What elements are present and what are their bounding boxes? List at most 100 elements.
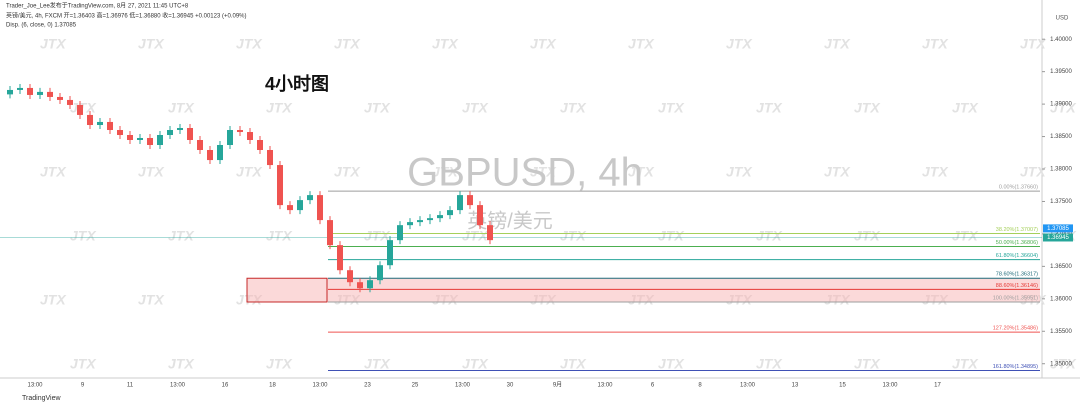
candle-body — [237, 130, 243, 133]
logo-watermark: JTX — [628, 36, 655, 52]
candle-body — [97, 121, 103, 126]
candle-body — [17, 87, 23, 90]
symbol-watermark: GBPUSD, 4h — [407, 151, 643, 195]
logo-watermark: JTX — [334, 164, 361, 180]
y-tick-label: 1.39000 — [1050, 102, 1072, 108]
fib-label: 61.80%(1.36604) — [996, 253, 1038, 259]
logo-watermark: JTX — [40, 164, 67, 180]
y-tick-label: 1.38000 — [1050, 167, 1072, 173]
logo-watermark: JTX — [364, 356, 391, 372]
chart-title: 4小时图 — [265, 74, 329, 94]
candle-body — [37, 91, 43, 95]
y-tick-label: 1.36500 — [1050, 264, 1072, 270]
candle-body — [117, 130, 123, 136]
candle-body — [467, 195, 473, 206]
fib-label: 127.20%(1.35486) — [993, 326, 1038, 332]
logo-watermark: JTX — [952, 100, 979, 116]
last-price-tag-label: 1.36945 — [1047, 235, 1069, 241]
logo-watermark: JTX — [236, 164, 263, 180]
x-tick-label: 30 — [507, 383, 514, 389]
candle-body — [77, 104, 83, 115]
x-tick-label: 13:00 — [740, 383, 756, 389]
candle-body — [57, 96, 63, 100]
y-tick-label: 1.36000 — [1050, 296, 1072, 302]
candle-body — [247, 132, 253, 141]
logo-watermark: JTX — [138, 292, 165, 308]
x-tick-label: 13:00 — [882, 383, 898, 389]
logo-watermark: JTX — [854, 228, 881, 244]
candle-body — [197, 140, 203, 150]
candle-body — [27, 87, 33, 95]
candle-body — [437, 215, 443, 219]
logo-watermark: JTX — [138, 36, 165, 52]
disp-tag-label: 1.37085 — [1047, 226, 1069, 232]
x-tick-label: 17 — [934, 383, 941, 389]
candle-body — [277, 165, 283, 206]
candle-body — [387, 240, 393, 266]
candle-body — [47, 91, 53, 97]
x-tick-label: 13:00 — [312, 383, 328, 389]
logo-watermark: JTX — [168, 356, 195, 372]
logo-watermark: JTX — [658, 356, 685, 372]
x-tick-label: 16 — [222, 383, 229, 389]
candle-body — [257, 140, 263, 150]
logo-watermark: JTX — [560, 100, 587, 116]
candle-body — [267, 149, 273, 166]
logo-watermark: JTX — [952, 356, 979, 372]
logo-watermark: JTX — [266, 356, 293, 372]
x-tick-label: 18 — [269, 383, 276, 389]
candle-body — [307, 195, 313, 201]
x-tick-label: 13:00 — [170, 383, 186, 389]
logo-watermark: JTX — [462, 228, 489, 244]
logo-watermark: JTX — [364, 228, 391, 244]
y-tick-label: 1.38500 — [1050, 134, 1072, 140]
candle-body — [7, 89, 13, 95]
candle-body — [287, 205, 293, 211]
x-tick-label: 9月 — [553, 382, 562, 389]
candle-body — [127, 135, 133, 141]
candle-body — [227, 130, 233, 145]
logo-watermark: JTX — [922, 164, 949, 180]
candle-body — [337, 245, 343, 271]
fib-label: 38.20%(1.37007) — [996, 227, 1038, 233]
candle-body — [207, 149, 213, 161]
candle-body — [157, 135, 163, 145]
candle-body — [177, 127, 183, 131]
x-tick-label: 13:00 — [455, 383, 471, 389]
logo-watermark: JTX — [266, 100, 293, 116]
logo-watermark: JTX — [530, 164, 557, 180]
candle-body — [427, 218, 433, 221]
logo-watermark: JTX — [658, 228, 685, 244]
logo-watermark: JTX — [560, 356, 587, 372]
logo-watermark: JTX — [756, 228, 783, 244]
candle-body — [297, 200, 303, 211]
candle-body — [377, 265, 383, 281]
logo-watermark: JTX — [854, 100, 881, 116]
x-tick-label: 13:00 — [597, 383, 613, 389]
demand-zone-box — [246, 277, 328, 303]
logo-watermark: JTX — [70, 100, 97, 116]
logo-watermark: JTX — [432, 36, 459, 52]
fib-label: 88.60%(1.36146) — [996, 283, 1038, 289]
last-price-tag — [1043, 233, 1073, 242]
logo-watermark: JTX — [364, 100, 391, 116]
x-tick-label: 6 — [651, 383, 655, 389]
logo-watermark: JTX — [1020, 36, 1047, 52]
candle-body — [327, 220, 333, 246]
logo-watermark: JTX — [70, 356, 97, 372]
fib-label: 50.00%(1.36806) — [996, 240, 1038, 246]
logo-watermark: JTX — [462, 356, 489, 372]
logo-watermark: JTX — [462, 100, 489, 116]
fib-label: 100.00%(1.35951) — [993, 295, 1038, 301]
x-tick-label: 25 — [412, 383, 419, 389]
logo-watermark: JTX — [168, 228, 195, 244]
x-tick-label: 23 — [364, 383, 371, 389]
x-tick-label: 13:00 — [27, 383, 43, 389]
candle-body — [417, 220, 423, 223]
demand-zone — [247, 278, 1040, 302]
logo-watermark: JTX — [824, 164, 851, 180]
logo-watermark: JTX — [168, 100, 195, 116]
x-tick-label: 11 — [127, 383, 134, 389]
brand: TradingView — [22, 395, 61, 402]
